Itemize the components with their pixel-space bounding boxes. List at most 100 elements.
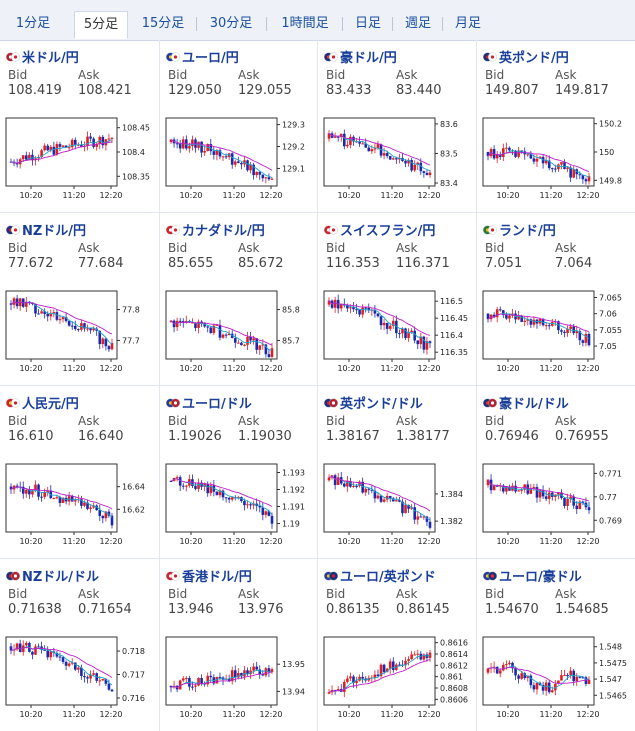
candlestick-chart: 77.8 77.7 10:20 11:20 12:20: [5, 290, 140, 373]
bid-value: 149.807: [485, 83, 539, 98]
candle-down: [169, 685, 173, 688]
candle-up: [70, 662, 74, 664]
rate-card[interactable]: NZドル/円 Bid Ask 77.672 77.684 77.8 77.7 10:2…: [0, 213, 158, 385]
pair-title[interactable]: ユーロ/英ポンド: [323, 565, 436, 585]
candle-up: [535, 158, 539, 162]
tab-8[interactable]: 月足: [454, 16, 481, 31]
rate-card[interactable]: 英ポンド/円 Bid Ask 149.807 149.817 150.2 150 14…: [477, 40, 635, 212]
rate-card[interactable]: ユーロ/英ポンド Bid Ask 0.86135 0.86145 0.8616 0.…: [318, 559, 476, 731]
pair-title[interactable]: カナダドル/円: [165, 219, 265, 239]
pair-name[interactable]: ユーロ/豪ドル: [499, 569, 582, 585]
candle-up: [495, 309, 499, 318]
pair-name[interactable]: ユーロ/英ポンド: [340, 569, 436, 585]
candlestick-chart: 13.95 13.94 10:20 11:20 12:20: [165, 636, 305, 719]
ask-value: 0.86145: [396, 602, 450, 617]
rate-card[interactable]: 豪ドル/円 Bid Ask 83.433 83.440 83.6 83.5 83.4 1…: [318, 40, 476, 212]
pair-title[interactable]: スイスフラン/円: [323, 219, 436, 239]
pair-title[interactable]: ランド/円: [482, 219, 556, 239]
candle-up: [230, 670, 234, 682]
tab-6[interactable]: 日足: [354, 16, 381, 31]
pair-name[interactable]: 米ドル/円: [22, 50, 79, 66]
candle-down: [15, 485, 19, 487]
pair-title[interactable]: ユーロ/円: [165, 46, 239, 66]
candle-down: [486, 313, 490, 320]
candle-down: [529, 319, 533, 325]
candle-down: [258, 505, 262, 508]
pair-name[interactable]: 豪ドル/円: [340, 50, 397, 66]
rate-card[interactable]: 人民元/円 Bid Ask 16.610 16.640 16.64 16.62 10:…: [0, 386, 158, 558]
y-tick-label: 149.8: [599, 176, 622, 185]
candle-down: [15, 298, 19, 307]
gb-jp-flag: [482, 51, 498, 62]
pair-title[interactable]: NZドル/円: [5, 219, 87, 239]
pair-name[interactable]: 豪ドル/ドル: [499, 396, 569, 412]
candle-down: [209, 144, 213, 152]
tab-4[interactable]: 30分足: [209, 16, 253, 31]
rate-card[interactable]: スイスフラン/円 Bid Ask 116.353 116.371 116.5 116…: [318, 213, 476, 385]
bid-value: 0.71638: [8, 602, 62, 617]
candle-down: [578, 331, 582, 341]
candle-up: [43, 492, 46, 497]
pair-name[interactable]: 人民元/円: [22, 396, 79, 412]
rate-card[interactable]: ユーロ/円 Bid Ask 129.050 129.055 129.3 129.2 1…: [160, 40, 318, 212]
pair-name[interactable]: 英ポンド/円: [499, 50, 569, 66]
candle-up: [569, 670, 572, 676]
rate-card[interactable]: NZドル/ドル Bid Ask 0.71638 0.71654 0.718 0.71…: [0, 559, 158, 731]
y-tick-label: 13.95: [282, 660, 305, 669]
pair-name[interactable]: ランド/円: [499, 223, 556, 239]
pair-title[interactable]: 英ポンド/ドル: [323, 392, 423, 412]
bid-label: Bid: [326, 587, 346, 601]
candle-down: [367, 488, 371, 490]
rate-card[interactable]: ランド/円 Bid Ask 7.051 7.064 7.065 7.06 7.055 7…: [477, 213, 635, 385]
rate-card[interactable]: 英ポンド/ドル Bid Ask 1.38167 1.38177 1.384 1.38…: [318, 386, 476, 558]
rate-card[interactable]: 豪ドル/ドル Bid Ask 0.76946 0.76955 0.771 0.77 0…: [477, 386, 635, 558]
pair-title[interactable]: 人民元/円: [5, 392, 79, 412]
rate-card[interactable]: ユーロ/豪ドル Bid Ask 1.54670 1.54685 1.548 1.54…: [477, 559, 635, 731]
rate-card[interactable]: 米ドル/円 Bid Ask 108.419 108.421 108.45 108.4…: [0, 40, 158, 212]
pair-title[interactable]: 香港ドル/円: [165, 565, 252, 585]
ma-fast-line: [10, 646, 113, 686]
chart-frame: [482, 463, 595, 533]
pair-name[interactable]: NZドル/円: [22, 223, 87, 239]
tab-1[interactable]: 1分足: [15, 16, 51, 31]
pair-name[interactable]: スイスフラン/円: [340, 223, 436, 239]
tab-5[interactable]: 1時間足: [281, 16, 329, 31]
candle-up: [188, 146, 191, 149]
tab-2[interactable]: 5分足: [74, 11, 128, 39]
pair-title[interactable]: 米ドル/円: [5, 46, 79, 66]
tab-7[interactable]: 週足: [404, 16, 431, 31]
candle-down: [46, 650, 50, 658]
candle-up: [486, 479, 490, 486]
candle-up: [327, 477, 331, 481]
x-tick-label: 12:20: [99, 710, 122, 719]
pair-title[interactable]: ユーロ/ドル: [165, 392, 252, 412]
rate-card[interactable]: カナダドル/円 Bid Ask 85.655 85.672 85.8 85.7 10:…: [160, 213, 318, 385]
pair-title[interactable]: NZドル/ドル: [5, 565, 100, 585]
pair-title[interactable]: 豪ドル/円: [323, 46, 397, 66]
pair-name[interactable]: ユーロ/円: [182, 50, 239, 66]
pair-title[interactable]: 豪ドル/ドル: [482, 392, 569, 412]
chart-frame: [165, 463, 278, 533]
candle-down: [209, 675, 213, 678]
rate-card[interactable]: 香港ドル/円 Bid Ask 13.946 13.976 13.95 13.94 10…: [160, 559, 318, 731]
pair-name[interactable]: カナダドル/円: [182, 223, 265, 239]
pair-title[interactable]: 英ポンド/円: [482, 46, 569, 66]
pair-name[interactable]: ユーロ/ドル: [182, 396, 252, 412]
candle-up: [535, 682, 539, 690]
pair-title[interactable]: ユーロ/豪ドル: [482, 565, 582, 585]
rate-card[interactable]: ユーロ/ドル Bid Ask 1.19026 1.19030 1.193 1.192…: [160, 386, 318, 558]
pair-name[interactable]: 香港ドル/円: [182, 569, 252, 585]
pair-name[interactable]: NZドル/ドル: [22, 569, 100, 585]
candle-up: [237, 342, 240, 344]
pair-name[interactable]: 英ポンド/ドル: [340, 396, 423, 412]
candle-up: [358, 481, 361, 487]
candle-up: [264, 511, 268, 515]
candle-down: [398, 500, 401, 502]
candle-down: [107, 683, 111, 690]
candle-down: [514, 485, 517, 492]
candle-up: [83, 502, 86, 506]
candle-down: [547, 682, 551, 693]
candle-down: [511, 662, 514, 669]
candle-down: [34, 304, 37, 314]
tab-3[interactable]: 15分足: [141, 16, 185, 31]
